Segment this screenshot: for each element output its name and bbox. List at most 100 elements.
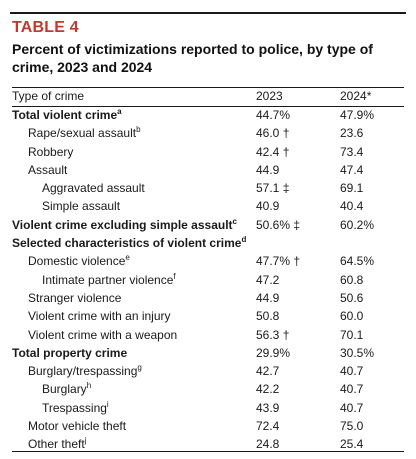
row-label-text: Selected characteristics of violent crim… xyxy=(12,236,242,251)
cell-2023: 47.2 xyxy=(256,272,280,287)
row-label-text: Aggravated assault xyxy=(42,181,145,196)
footnote-marker: i xyxy=(106,399,109,409)
footnote-marker: e xyxy=(125,253,130,263)
cell-2023: 44.9 xyxy=(256,290,280,305)
header-type-of-crime: Type of crime xyxy=(12,89,85,103)
cell-2023: 44.7% xyxy=(256,108,291,122)
cell-2024: 60.2% xyxy=(340,217,375,232)
row-label: Motor vehicle theft xyxy=(28,419,126,433)
row-label-text: Domestic violence xyxy=(28,254,126,269)
row-label: Aggravated assault xyxy=(42,181,145,195)
row-label: Violent crime with a weapon xyxy=(28,328,177,342)
row-label: Burglary/trespassingg xyxy=(28,363,142,379)
row-label-text: Violent crime with a weapon xyxy=(28,327,178,342)
footnote-marker: d xyxy=(241,235,247,245)
row-label: Selected characteristics of violent crim… xyxy=(12,235,247,251)
cell-2024: 23.6 xyxy=(340,126,364,141)
table-row: Total property crime 29.9% 30.5% xyxy=(12,346,404,364)
top-rule xyxy=(10,12,406,14)
cell-2024: 70.1 xyxy=(340,327,364,342)
table-row: Motor vehicle theft 72.4 75.0 xyxy=(12,419,404,437)
table-row: Trespassingi 43.9 40.7 xyxy=(12,399,404,419)
cell-2023: 50.8 xyxy=(256,309,280,324)
row-label: Rape/sexual assaultb xyxy=(28,125,141,141)
header-2024: 2024* xyxy=(340,89,372,103)
cell-2024: 47.9% xyxy=(340,108,375,122)
footnote-marker: g xyxy=(137,363,142,373)
cell-2023: 42.7 xyxy=(256,364,280,379)
row-label-text: Stranger violence xyxy=(28,290,122,305)
row-label-text: Total violent crime xyxy=(12,108,118,122)
cell-2023: 57.1 ‡ xyxy=(256,181,290,196)
row-label: Intimate partner violencef xyxy=(42,271,176,287)
bottom-rule xyxy=(12,451,404,452)
footnote-marker: a xyxy=(117,107,122,116)
row-label: Total property crime xyxy=(12,346,127,360)
table-row: Simple assault 40.9 40.4 xyxy=(12,199,404,217)
header-2023: 2023 xyxy=(256,89,283,103)
row-label-text: Violent crime with an injury xyxy=(28,309,171,324)
footnote-marker: c xyxy=(232,216,237,226)
footnote-marker: f xyxy=(173,271,176,281)
footnote-marker: j xyxy=(84,436,87,446)
table-row: Intimate partner violencef 47.2 60.8 xyxy=(12,271,404,291)
cell-2023: 44.9 xyxy=(256,162,280,177)
row-label-text: Robbery xyxy=(28,144,74,159)
row-label: Other theftj xyxy=(28,436,87,452)
cell-2024: 73.4 xyxy=(340,144,364,159)
header-rule-bottom xyxy=(12,106,404,107)
row-label: Total violent crimea xyxy=(12,107,122,123)
cell-2023: 24.8 xyxy=(256,437,280,452)
table-row: Violent crime excluding simple assaultc 5… xyxy=(12,216,404,236)
row-label-text: Violent crime excluding simple assault xyxy=(12,217,233,232)
cell-2024: 69.1 xyxy=(340,181,364,196)
row-label: Robbery xyxy=(28,145,73,159)
row-label-text: Intimate partner violence xyxy=(42,272,174,287)
cell-2023: 46.0 † xyxy=(256,126,290,141)
table-row: Burglaryh 42.2 40.7 xyxy=(12,382,404,400)
row-label-text: Assault xyxy=(28,162,68,177)
cell-2024: 64.5% xyxy=(340,254,375,269)
footnote-marker: b xyxy=(136,125,141,135)
cell-2023: 42.4 † xyxy=(256,144,290,159)
footnote-marker: h xyxy=(86,381,92,391)
table-row: Burglary/trespassingg 42.7 40.7 xyxy=(12,364,404,382)
table-row: Assault 44.9 47.4 xyxy=(12,163,404,181)
row-label-text: Burglary/trespassing xyxy=(28,364,138,379)
table-title: Percent of victimizations reported to po… xyxy=(12,41,373,75)
row-label: Violent crime with an injury xyxy=(28,309,171,323)
table-row: Robbery 42.4 † 73.4 xyxy=(12,145,404,163)
table-row: Other theftj 24.8 25.4 xyxy=(12,437,404,455)
cell-2024: 25.4 xyxy=(340,437,364,452)
row-label: Burglaryh xyxy=(42,381,92,397)
cell-2024: 50.6 xyxy=(340,290,364,305)
row-label: Violent crime excluding simple assaultc xyxy=(12,216,237,232)
cell-2024: 60.8 xyxy=(340,272,364,287)
row-label: Simple assault xyxy=(42,199,120,213)
cell-2023: 47.7% † xyxy=(256,254,301,269)
table-row: Selected characteristics of violent crim… xyxy=(12,236,404,254)
row-label-text: Burglary xyxy=(42,382,87,397)
row-label-text: Rape/sexual assault xyxy=(28,126,137,141)
cell-2023: 56.3 † xyxy=(256,327,290,342)
table-row: Stranger violence 44.9 50.6 xyxy=(12,291,404,309)
table-row: Violent crime with an injury 50.8 60.0 xyxy=(12,309,404,327)
cell-2023: 29.9% xyxy=(256,345,291,360)
cell-2024: 40.7 xyxy=(340,400,364,415)
cell-2024: 40.4 xyxy=(340,199,364,214)
table-row: Rape/sexual assaultb 46.0 † 23.6 xyxy=(12,126,404,144)
cell-2024: 40.7 xyxy=(340,382,364,397)
cell-2024: 47.4 xyxy=(340,162,364,177)
table-row: Domestic violencee 47.7% † 64.5% xyxy=(12,254,404,272)
row-label-text: Total property crime xyxy=(12,345,128,360)
row-label-text: Other theft xyxy=(28,437,85,452)
cell-2023: 40.9 xyxy=(256,199,280,214)
cell-2023: 72.4 xyxy=(256,419,280,434)
header-row: Type of crime 2023 2024* xyxy=(12,89,404,107)
row-label: Assault xyxy=(28,163,67,177)
cell-2024: 30.5% xyxy=(340,345,375,360)
header-rule-top xyxy=(12,87,404,88)
row-label-text: Motor vehicle theft xyxy=(28,419,127,434)
cell-2024: 60.0 xyxy=(340,309,364,324)
